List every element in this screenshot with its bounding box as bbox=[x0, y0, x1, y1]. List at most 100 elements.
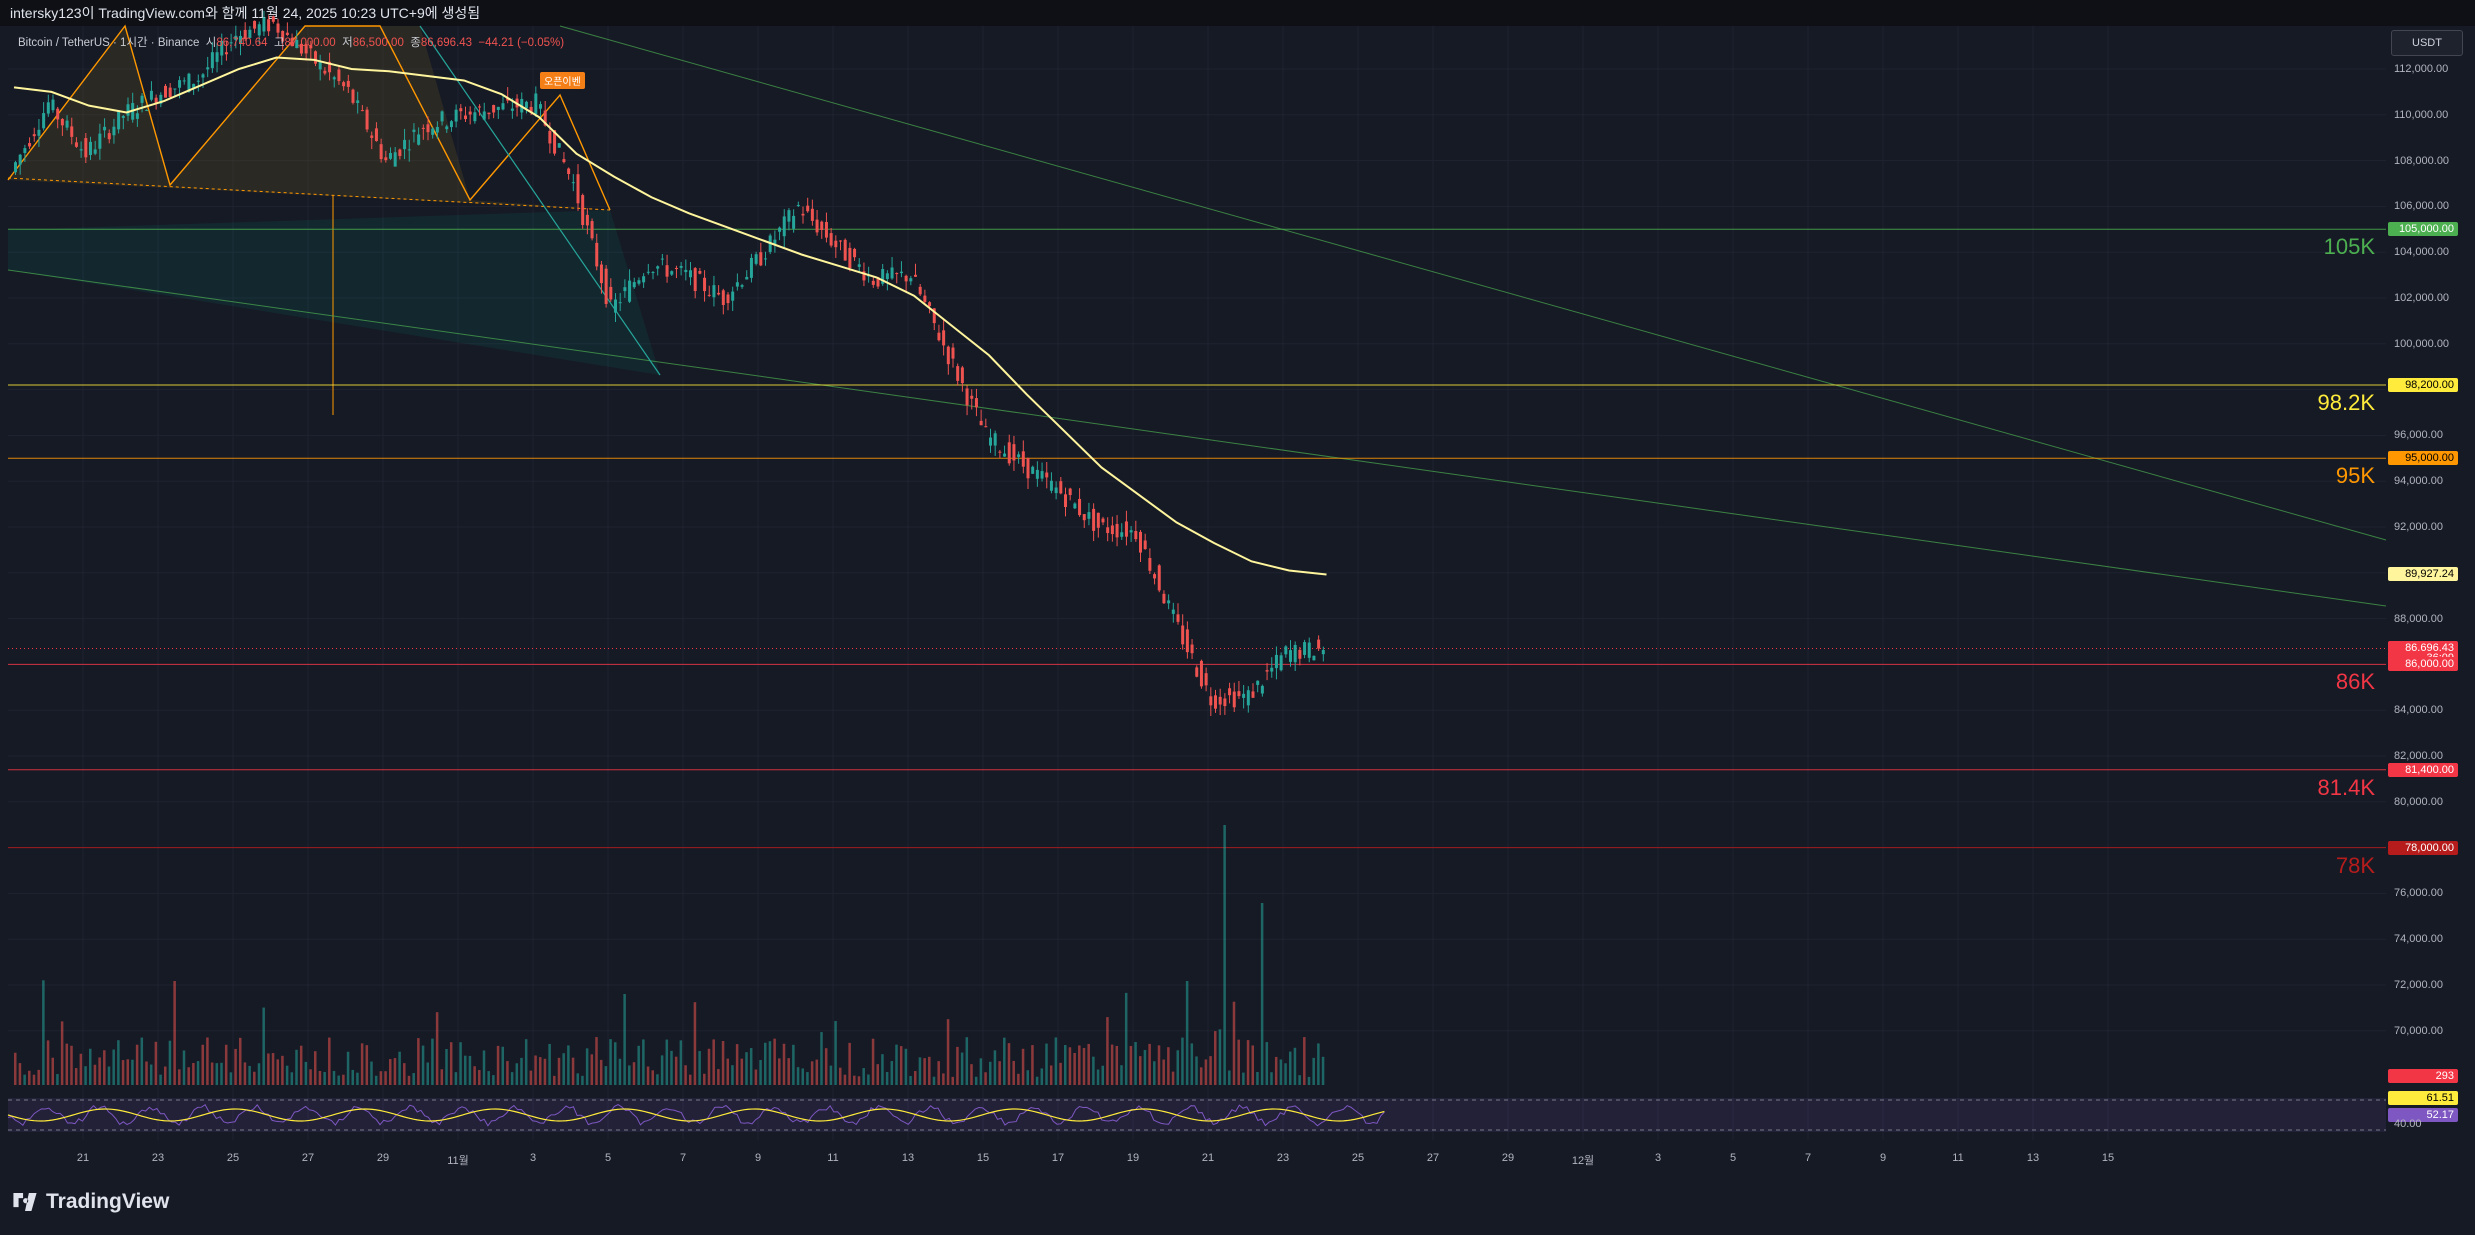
level-tag: 86K bbox=[2335, 669, 2375, 695]
candle-body bbox=[149, 90, 153, 100]
candle-body bbox=[28, 143, 32, 147]
volume-bar bbox=[1007, 1043, 1011, 1085]
candle-body bbox=[1279, 655, 1283, 671]
candle-body bbox=[1209, 696, 1213, 706]
volume-bar bbox=[374, 1075, 378, 1085]
candle-body bbox=[1106, 527, 1110, 534]
candle-body bbox=[187, 73, 191, 93]
volume-bar bbox=[768, 1041, 772, 1085]
volume-bar bbox=[70, 1045, 73, 1085]
candle-body bbox=[332, 77, 336, 80]
volume-bar bbox=[487, 1071, 490, 1085]
ma-line bbox=[13, 56, 1327, 576]
candle-body bbox=[56, 108, 60, 120]
price-axis[interactable] bbox=[2386, 26, 2475, 1166]
candle-body bbox=[923, 295, 927, 302]
volume-bar bbox=[239, 1037, 242, 1085]
volume-bar bbox=[628, 1065, 631, 1085]
volume-bar bbox=[1223, 825, 1226, 1085]
candle-body bbox=[1242, 693, 1246, 698]
chart-pane[interactable] bbox=[8, 26, 2386, 1166]
x-tick-label: 17 bbox=[1051, 1152, 1065, 1164]
candle-body bbox=[154, 97, 158, 104]
candle-body bbox=[843, 239, 847, 261]
volume-bar bbox=[693, 1002, 697, 1085]
candle-body bbox=[70, 126, 74, 137]
candle-body bbox=[403, 139, 407, 150]
candle-body bbox=[1120, 532, 1124, 537]
volume-bar bbox=[735, 1044, 739, 1085]
volume-bar bbox=[1228, 1070, 1231, 1085]
candle-body bbox=[365, 109, 369, 130]
candle-body bbox=[1143, 540, 1147, 550]
candle-body bbox=[792, 215, 796, 229]
volume-bar bbox=[979, 1058, 983, 1085]
candle-body bbox=[581, 195, 585, 225]
candle-body bbox=[229, 42, 233, 44]
lower-trendline bbox=[7, 269, 2387, 607]
volume-bar bbox=[871, 1038, 875, 1085]
candle-body bbox=[492, 105, 496, 113]
candle-body bbox=[60, 119, 64, 126]
volume-bar bbox=[989, 1061, 992, 1085]
candle-body bbox=[417, 134, 421, 145]
event-annotation[interactable]: 오픈이벤 bbox=[540, 72, 585, 89]
volume-bar bbox=[257, 1063, 261, 1085]
candle-body bbox=[65, 120, 69, 128]
volume-bar bbox=[206, 1037, 209, 1085]
volume-bar bbox=[1209, 1056, 1212, 1085]
volume-bar bbox=[1199, 1067, 1203, 1085]
volume-bar bbox=[318, 1071, 322, 1085]
tradingview-brand[interactable]: TradingView bbox=[12, 1190, 169, 1214]
volume-bar bbox=[1153, 1061, 1156, 1085]
upper-trendline bbox=[559, 25, 2387, 541]
volume-bar bbox=[707, 1048, 711, 1085]
candle-body bbox=[646, 271, 650, 273]
candle-series bbox=[14, 10, 1325, 716]
volume-bar bbox=[867, 1074, 870, 1085]
volume-bar bbox=[360, 1043, 364, 1085]
candle-body bbox=[557, 143, 561, 148]
brand-name: TradingView bbox=[46, 1190, 170, 1213]
x-tick-label: 3 bbox=[529, 1152, 537, 1164]
candle-body bbox=[707, 294, 711, 296]
candle-body bbox=[970, 395, 974, 399]
channel-edge bbox=[419, 25, 661, 376]
volume-bar bbox=[393, 1058, 397, 1085]
volume-bar bbox=[970, 1064, 973, 1085]
volume-bar bbox=[698, 1051, 701, 1085]
volume-bar bbox=[1246, 1040, 1250, 1085]
volume-bar bbox=[965, 1037, 969, 1085]
currency-selector[interactable]: USDT bbox=[2391, 30, 2463, 56]
volume-bar bbox=[501, 1046, 504, 1085]
volume-bar bbox=[632, 1062, 636, 1085]
candle-body bbox=[689, 270, 692, 278]
x-tick-label: 11 bbox=[827, 1152, 839, 1164]
candle-body bbox=[1274, 654, 1278, 669]
volume-bar bbox=[909, 1075, 912, 1085]
volume-bar bbox=[234, 1048, 237, 1085]
volume-bar bbox=[328, 1037, 331, 1085]
candle-body bbox=[806, 205, 810, 212]
candle-body bbox=[1195, 667, 1199, 677]
volume-bar bbox=[271, 1053, 275, 1085]
candle-body bbox=[829, 233, 833, 246]
legend-low-label: 저 bbox=[342, 37, 353, 49]
pattern-fill bbox=[8, 26, 610, 210]
candle-body bbox=[314, 51, 317, 64]
volume-bar bbox=[1307, 1076, 1311, 1085]
volume-bar bbox=[815, 1059, 819, 1085]
candle-body bbox=[421, 127, 425, 129]
volume-bar bbox=[56, 1074, 59, 1085]
candle-body bbox=[585, 214, 589, 226]
candle-body bbox=[745, 276, 749, 280]
volume-bar bbox=[449, 1042, 453, 1085]
volume-bar bbox=[224, 1044, 228, 1085]
candle-body bbox=[103, 126, 107, 131]
volume-bar bbox=[609, 1039, 612, 1085]
candle-body bbox=[501, 103, 505, 110]
candle-body bbox=[309, 45, 313, 49]
candle-body bbox=[1303, 642, 1307, 655]
volume-bar bbox=[126, 1059, 129, 1085]
